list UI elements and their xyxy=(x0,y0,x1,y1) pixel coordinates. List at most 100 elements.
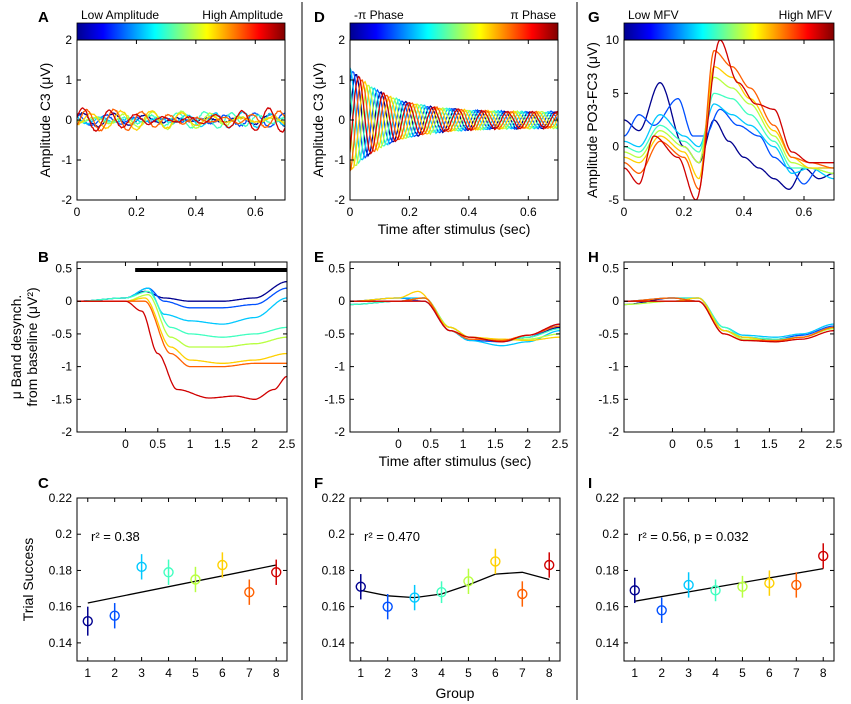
series-line-8 xyxy=(624,40,834,200)
x-tick-label: 0.5 xyxy=(696,437,713,451)
colorbar-label-low: -π Phase xyxy=(354,8,404,22)
x-tick-label: 2.5 xyxy=(552,437,569,451)
data-point xyxy=(656,605,667,616)
x-axis-label: Time after stimulus (sec) xyxy=(379,453,532,469)
series-line-7 xyxy=(350,79,558,172)
annotation: r² = 0.38 xyxy=(91,529,140,544)
data-point xyxy=(190,574,201,585)
y-tick-label: 0.22 xyxy=(49,491,73,505)
fit-line xyxy=(87,564,277,604)
series-line-3 xyxy=(350,67,558,161)
y-tick-label: 0.18 xyxy=(596,563,620,577)
y-axis-label: Amplitude C3 (μV) xyxy=(310,63,326,178)
data-point xyxy=(82,615,93,627)
panel-d: D -π Phase π Phase 0 0.2 0.4 0.6 -2 -1 0 1 2 Time af… xyxy=(310,8,559,237)
y-tick-label: -2 xyxy=(61,425,72,439)
x-tick-label: 0.6 xyxy=(247,205,264,219)
y-tick-label: -1 xyxy=(61,360,72,374)
y-tick-label: 0 xyxy=(338,113,345,127)
x-tick-label: 4 xyxy=(712,666,719,680)
x-tick-label: 0.2 xyxy=(676,205,693,219)
panel-h: H 0 0.5 1 1.5 2 2.5 -2 -1.5 -1 -0.5 0 0.5 xyxy=(588,249,843,451)
data-point xyxy=(791,579,802,591)
y-tick-label: 0.18 xyxy=(322,563,346,577)
colorbar xyxy=(76,22,286,41)
series-line-7 xyxy=(77,108,285,132)
series-line-8 xyxy=(77,106,285,133)
panels: A Low Amplitude High Amplitude 0 0.2 0.4 0.6 -2… xyxy=(8,8,843,680)
fit-line xyxy=(360,571,550,599)
data-point xyxy=(355,581,366,592)
data-point xyxy=(710,585,721,596)
x-tick-label: 7 xyxy=(793,666,800,680)
series-line-7 xyxy=(624,50,834,190)
y-tick-label: -1.5 xyxy=(598,392,619,406)
y-tick-label: -1.5 xyxy=(51,392,72,406)
panel-label: D xyxy=(314,9,325,26)
x-tick-label: 1 xyxy=(460,437,467,451)
y-tick-label: -0.5 xyxy=(598,327,619,341)
axes-box xyxy=(623,261,835,433)
series-line-3 xyxy=(624,103,834,180)
x-tick-label: 2 xyxy=(524,437,531,451)
x-tick-label: 4 xyxy=(438,666,445,680)
axes-box xyxy=(349,497,561,662)
y-tick-label: 10 xyxy=(606,33,620,47)
series-line-5 xyxy=(624,76,834,174)
x-tick-label: 1.5 xyxy=(761,437,778,451)
x-tick-label: 1 xyxy=(84,666,91,680)
y-tick-label: -1.5 xyxy=(324,392,345,406)
data-point xyxy=(271,567,282,578)
series-line-8 xyxy=(624,300,834,343)
panel-e: E 0.5 1 1.5 2 2.5 0 -2 -1.5 -1 -0.5 0 0.5 Time after … xyxy=(314,249,569,469)
y-tick-label: 0.14 xyxy=(49,636,73,650)
data-point xyxy=(544,559,555,571)
x-tick-label: 2 xyxy=(251,437,258,451)
x-tick-label: 4 xyxy=(165,666,172,680)
x-tick-label: 0 xyxy=(621,205,628,219)
annotation: r² = 0.470 xyxy=(364,529,420,544)
x-tick-label: 0.6 xyxy=(796,205,813,219)
colorbar-label-high: High Amplitude xyxy=(202,8,283,22)
x-tick-label: 2 xyxy=(111,666,118,680)
x-tick-label: 3 xyxy=(138,666,145,680)
x-tick-label: 1 xyxy=(631,666,638,680)
data-point xyxy=(818,550,829,562)
panel-b: B 0.5 1 1.5 2 2.5 0 -2 -1.5 -1 -0.5 0 0.5 μ Band desy… xyxy=(8,249,296,451)
colorbar-label-low: Low Amplitude xyxy=(81,8,159,22)
y-tick-label: 5 xyxy=(612,86,619,100)
panel-label: F xyxy=(314,475,323,492)
x-tick-label: 0 xyxy=(347,205,354,219)
group-xlabel: Group xyxy=(436,685,475,701)
data-point xyxy=(109,610,120,621)
x-tick-label: 2 xyxy=(658,666,665,680)
data-point xyxy=(217,559,228,571)
data-point xyxy=(683,579,694,591)
x-tick-label: 1 xyxy=(187,437,194,451)
x-tick-label: 3 xyxy=(411,666,418,680)
annotation: r² = 0.56, p = 0.032 xyxy=(638,529,749,544)
x-tick-label: 1 xyxy=(357,666,364,680)
panel-label: E xyxy=(314,249,324,266)
y-tick-label: -2 xyxy=(608,425,619,439)
x-tick-label: 0.4 xyxy=(461,205,478,219)
x-tick-label: 5 xyxy=(739,666,746,680)
plot-area xyxy=(629,543,829,623)
y-tick-label: 0.22 xyxy=(322,491,346,505)
series-line-2 xyxy=(624,98,834,185)
series-line-8 xyxy=(350,75,558,155)
y-tick-label: 0 xyxy=(338,294,345,308)
y-tick-label: 0.14 xyxy=(596,636,620,650)
y-axis-label-line1: μ Band desynch. xyxy=(8,295,24,400)
axes-box xyxy=(349,261,561,433)
x-axis-label: Time after stimulus (sec) xyxy=(378,221,531,237)
series-line-8 xyxy=(77,300,287,400)
y-tick-label: 0 xyxy=(612,140,619,154)
plot-area xyxy=(624,40,834,200)
panel-label: H xyxy=(588,249,599,266)
x-tick-label: 2.5 xyxy=(826,437,843,451)
y-tick-label: 0.16 xyxy=(322,600,346,614)
data-point xyxy=(436,586,447,598)
x-tick-label: 0.5 xyxy=(422,437,439,451)
